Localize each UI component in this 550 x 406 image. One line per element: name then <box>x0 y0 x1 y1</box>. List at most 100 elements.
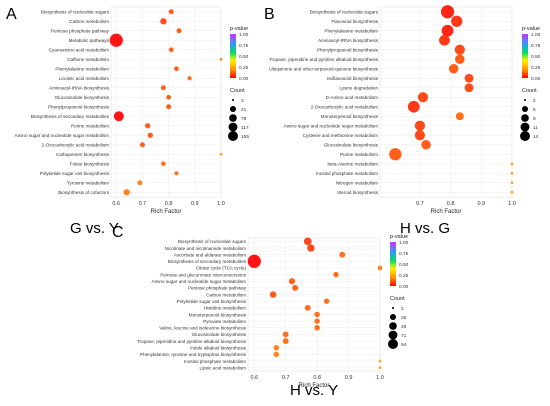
count-legend-label: 25 <box>401 315 407 321</box>
count-legend-dot <box>523 98 527 102</box>
count-legend-label: 79 <box>241 116 247 122</box>
panel-caption: G vs. Y <box>70 220 119 237</box>
category-label: Lysine degradation <box>339 86 378 91</box>
category-label: Monoterpenoid biosynthesis <box>321 114 379 119</box>
data-point <box>273 344 280 351</box>
colorbar-tick-label: 1.00 <box>399 240 409 246</box>
count-legend-dot <box>228 131 238 141</box>
category-label: Ascorbate and aldarate metabolism <box>174 252 246 257</box>
data-point <box>113 111 124 122</box>
count-legend-dot <box>521 114 529 122</box>
count-legend-dot <box>389 322 397 330</box>
x-tick-label: 0.8 <box>165 201 173 207</box>
count-legend-dot <box>231 98 235 102</box>
category-label: Pentose phosphate pathway <box>188 286 247 291</box>
count-legend-label: 2 <box>401 306 404 312</box>
data-point <box>137 180 143 186</box>
data-point <box>451 15 463 27</box>
count-legend-dot <box>391 306 395 310</box>
legend-title: p-value <box>230 26 248 32</box>
data-point <box>464 73 474 83</box>
count-legend-dot <box>229 114 237 122</box>
category-label: Indole alkaloid biosynthesis <box>190 346 247 351</box>
data-point <box>168 9 174 15</box>
category-label: Caffeine metabolism <box>67 57 109 62</box>
data-point <box>247 254 261 268</box>
x-tick-label: 0.7 <box>139 201 147 207</box>
category-label: Pentose and glucuronate interconversions <box>160 272 247 277</box>
data-point <box>145 123 151 129</box>
data-point <box>378 366 382 370</box>
category-label: Phenylpropanoid biosynthesis <box>48 105 110 110</box>
plot-area <box>247 237 381 372</box>
category-label: Valine, leucine and isoleucine biosynthe… <box>159 326 246 331</box>
data-point <box>510 190 514 194</box>
data-point <box>440 5 455 19</box>
x-axis-label: Rich Factor <box>151 209 182 215</box>
category-label: Inositol phosphate metabolism <box>316 171 378 176</box>
category-label: Lipoic acid metabolism <box>200 365 247 370</box>
colorbar-tick-label: 0.25 <box>531 65 541 71</box>
category-label: Phenylpropanoid biosynthesis <box>317 48 379 53</box>
data-point <box>407 100 420 113</box>
category-label: Isoflavonoid biosynthesis <box>327 76 379 81</box>
panel-label: B <box>264 6 275 23</box>
data-point <box>510 171 514 175</box>
colorbar-tick-label: 0.00 <box>399 284 409 290</box>
x-tick-label: 0.8 <box>313 375 321 381</box>
data-point <box>160 18 167 25</box>
count-legend-label: 11 <box>533 125 538 131</box>
category-label: Linoleic acid metabolism <box>59 76 109 81</box>
category-label: Purine metabolism <box>71 124 109 129</box>
data-point <box>147 132 153 138</box>
data-point <box>273 351 280 358</box>
colorbar <box>390 242 396 286</box>
category-label: Cyanoamino acid metabolism <box>49 48 109 53</box>
panel-caption: H vs. G <box>400 220 450 237</box>
data-point <box>414 120 425 131</box>
data-point <box>333 271 339 278</box>
category-label: Cysteine and methionine metabolism <box>303 133 378 138</box>
category-label: Nitrogen metabolism <box>336 181 378 186</box>
count-legend-dot <box>388 339 398 349</box>
colorbar-tick-label: 0.00 <box>531 76 541 82</box>
category-label: Biosynthesis of cofactors <box>58 190 110 195</box>
category-label: Tropane, piperidine and pyridine alkaloi… <box>137 339 247 344</box>
category-label: Steroid biosynthesis <box>337 190 379 195</box>
category-label: Biosynthesis of nucleotide sugars <box>178 239 247 244</box>
x-axis-label: Rich Factor <box>299 383 330 389</box>
data-point <box>282 338 289 345</box>
data-point <box>510 162 514 166</box>
panel-label: C <box>112 224 124 241</box>
x-tick-label: 1.0 <box>508 201 516 207</box>
count-legend-dot <box>522 106 528 112</box>
legend-title: p-value <box>522 26 540 32</box>
category-label: Inositol phosphate metabolism <box>184 359 246 364</box>
data-point <box>292 284 299 291</box>
count-legend-dot <box>520 131 530 141</box>
category-label: Carbon metabolism <box>69 19 109 24</box>
colorbar-tick-label: 1.00 <box>531 32 541 38</box>
category-label: 2-Oxocarboxylic acid metabolism <box>42 143 110 148</box>
count-legend-label: 2 <box>533 98 536 104</box>
x-tick-label: 0.7 <box>416 201 424 207</box>
category-label: Polyketide sugar unit biosynthesis <box>177 299 247 304</box>
category-label: Aminoacyl-tRNA biosynthesis <box>49 86 110 91</box>
category-label: Flavonoid biosynthesis <box>332 19 379 24</box>
data-point <box>109 33 123 47</box>
colorbar-tick-label: 0.75 <box>399 251 409 257</box>
data-point <box>288 278 296 285</box>
data-point <box>389 148 402 161</box>
category-label: Phenylalanine, tyrosine and tryptophan b… <box>140 352 247 357</box>
category-label: Phenylalanine metabolism <box>324 29 378 34</box>
category-label: Tropane, piperidine and pyridine alkaloi… <box>269 57 379 62</box>
category-label: Biosynthesis of secondary metabolites <box>31 114 110 119</box>
panel-label: A <box>6 6 17 23</box>
category-label: Phenylalanine metabolism <box>55 67 109 72</box>
data-point <box>160 85 166 91</box>
count-legend-dot <box>228 122 238 132</box>
category-label: Biosynthesis of secondary metabolites <box>168 259 247 264</box>
x-tick-label: 0.6 <box>250 375 258 381</box>
data-point <box>441 24 454 37</box>
data-point <box>166 104 172 110</box>
